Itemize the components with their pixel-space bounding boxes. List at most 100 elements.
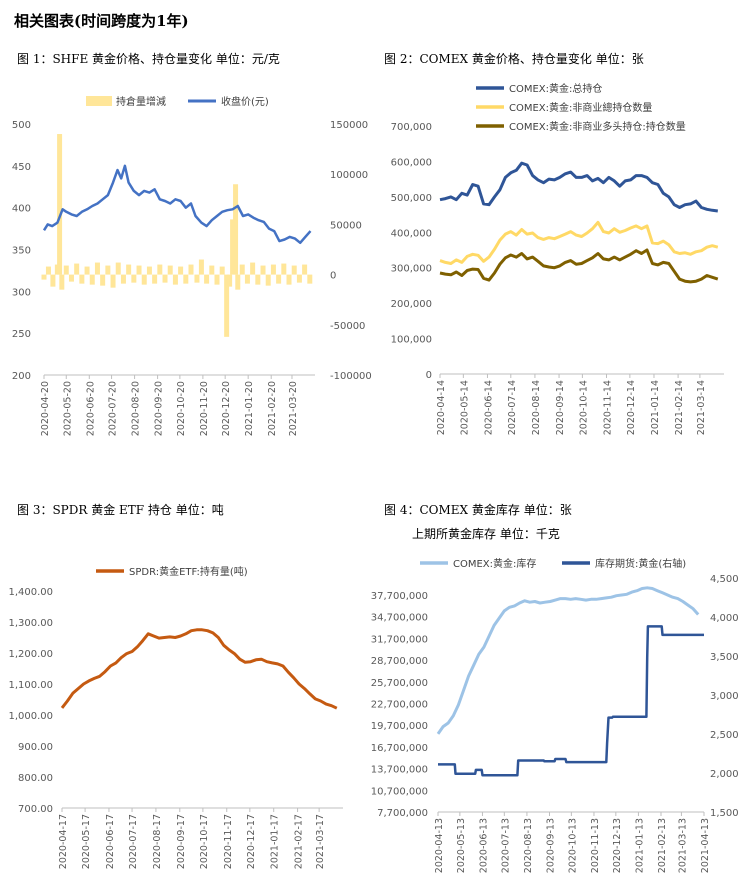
chart2-y-tick-1: 600,000 — [391, 157, 432, 168]
chart4-yleft-tick-2: 31,700,000 — [371, 634, 428, 645]
chart1-bar-27 — [172, 274, 178, 285]
chart1-bar-2 — [50, 274, 56, 287]
chart4-yright-tick-2: 3,500 — [710, 652, 739, 663]
chart1-xtick-9: 2021-01-20 — [244, 381, 255, 436]
chart1-bar-0 — [41, 274, 47, 280]
chart1-bar-48 — [270, 264, 276, 275]
chart3-y-tick-4: 1,000.00 — [8, 711, 53, 722]
chart1-xtick-10: 2021-02-20 — [267, 381, 278, 436]
chart1-bar-49 — [276, 274, 282, 284]
chart4-xtick-6: 2020-10-13 — [567, 818, 578, 873]
chart1-bar-34 — [209, 265, 215, 275]
chart4-subcaption: 上期所黄金库存 单位：千克 — [412, 527, 560, 541]
chart2-y-tick-7: 0 — [426, 370, 432, 381]
chart2-y-tick-2: 500,000 — [391, 193, 432, 204]
chart1-bar-50 — [281, 263, 287, 275]
chart3-xtick-11: 2021-03-17 — [315, 814, 326, 869]
chart1-bar-24 — [157, 264, 163, 275]
chart3-xtick-1: 2020-05-17 — [81, 814, 92, 869]
chart1-yleft-tick-1: 450 — [12, 162, 31, 173]
chart1-bar-8 — [74, 263, 80, 275]
chart3-xtick-5: 2020-09-17 — [176, 814, 187, 869]
chart1-xtick-3: 2020-07-20 — [108, 381, 119, 436]
chart1-bar-9 — [79, 274, 85, 284]
chart4-xtick-1: 2020-05-13 — [456, 818, 467, 873]
chart4-xtick-3: 2020-07-13 — [500, 818, 511, 873]
chart3-xtick-4: 2020-08-17 — [152, 814, 163, 869]
chart2-caption: 图 2：COMEX 黄金价格、持仓量变化 单位：张 — [384, 52, 644, 66]
chart1-bar-35 — [214, 274, 220, 285]
chart1-bar-31 — [194, 274, 200, 283]
chart4-yleft-tick-8: 13,700,000 — [371, 765, 428, 776]
chart1-bar-55 — [307, 274, 313, 284]
chart1-bar-14 — [105, 265, 111, 275]
chart4-caption: 图 4：COMEX 黄金库存 单位：张 — [384, 503, 572, 517]
chart4-yright-tick-0: 4,500 — [710, 574, 739, 585]
chart3-series-spdr-holdings — [60, 628, 338, 710]
chart1-legend-bar-swatch — [86, 96, 112, 106]
chart4-yleft-tick-5: 22,700,000 — [371, 700, 428, 711]
chart1-yleft-tick-6: 200 — [12, 371, 31, 382]
chart1-bar-15 — [110, 274, 116, 288]
chart1-bar-37 — [224, 274, 230, 337]
chart1-bar-18 — [126, 264, 132, 275]
chart3-xtick-7: 2020-11-17 — [223, 814, 234, 869]
chart1-bar-25 — [162, 274, 168, 283]
chart1-yright-tick-3: 0 — [330, 271, 336, 282]
chart2-y-tick-3: 400,000 — [391, 228, 432, 239]
chart1-bar-30 — [188, 264, 194, 275]
chart2-legend-0: COMEX:黄金:总持仓 — [509, 82, 602, 95]
chart2-xtick-6: 2020-10-14 — [578, 380, 589, 435]
chart3-xtick-9: 2021-01-17 — [270, 814, 281, 869]
chart1-series-close-price — [42, 164, 312, 245]
chart2-xtick-11: 2021-03-14 — [696, 380, 707, 435]
chart1-bar-28 — [178, 266, 184, 275]
chart1-bar-51 — [286, 274, 292, 285]
chart3-y-tick-7: 700.00 — [18, 804, 53, 815]
chart1-yleft-tick-3: 350 — [12, 246, 31, 257]
chart1-xtick-6: 2020-10-20 — [176, 381, 187, 436]
chart4-xtick-7: 2020-11-13 — [590, 818, 601, 873]
chart1-bar-33 — [204, 274, 210, 284]
chart2-y-tick-6: 100,000 — [391, 335, 432, 346]
chart2-xtick-9: 2021-01-14 — [650, 380, 661, 435]
chart2-xtick-5: 2020-09-14 — [555, 380, 566, 435]
chart3-legend-0: SPDR:黄金ETF:持有量(吨) — [129, 565, 248, 578]
chart1-bar-10 — [84, 266, 90, 275]
chart2-xtick-7: 2020-11-14 — [603, 380, 614, 435]
chart1-bar-43 — [244, 274, 250, 284]
chart3-y-tick-6: 800.00 — [18, 773, 53, 784]
chart1-legend-bar: 持倉量增減 — [116, 95, 166, 108]
chart2-y-tick-5: 200,000 — [391, 299, 432, 310]
chart3-xtick-6: 2020-10-17 — [199, 814, 210, 869]
chart1-xtick-1: 2020-05-20 — [62, 381, 73, 436]
chart2-series-noncomm-total — [439, 220, 719, 265]
chart3-y-tick-5: 900.00 — [18, 742, 53, 753]
chart4-xtick-0: 2020-04-13 — [434, 818, 445, 873]
chart1-bar-23 — [152, 274, 158, 284]
chart4-yright-tick-1: 4,000 — [710, 613, 739, 624]
chart1-bar-7 — [68, 274, 74, 282]
chart2-xtick-8: 2020-12-14 — [626, 380, 637, 435]
chart1-caption: 图 1：SHFE 黄金价格、持仓量变化 单位：元/克 — [17, 52, 280, 66]
chart1-yleft-tick-2: 400 — [12, 204, 31, 215]
chart1-bar-13 — [100, 274, 106, 286]
chart4-xtick-12: 2021-04-13 — [700, 818, 711, 873]
chart3-xtick-3: 2020-07-17 — [128, 814, 139, 869]
chart1-bar-26 — [167, 265, 173, 275]
chart1-bar-52 — [291, 265, 297, 275]
chart1-bar-29 — [183, 274, 189, 284]
chart4-legend-1: 库存期货:黄金(右轴) — [595, 557, 686, 570]
chart2-xtick-2: 2020-06-14 — [483, 380, 494, 435]
chart2-y-tick-4: 300,000 — [391, 264, 432, 275]
chart1-yright-tick-1: 100000 — [330, 170, 368, 181]
chart3-xtick-10: 2021-02-17 — [294, 814, 305, 869]
chart4-xtick-2: 2020-06-13 — [478, 818, 489, 873]
chart2-legend-2: COMEX:黄金:非商业多头持仓:持仓数量 — [509, 120, 686, 133]
chart1-bar-41 — [235, 274, 241, 290]
chart1-yright-tick-4: -50000 — [330, 321, 365, 332]
chart1-yleft-tick-4: 300 — [12, 287, 31, 298]
chart4-yleft-tick-10: 7,700,000 — [377, 808, 428, 819]
chart1-xtick-5: 2020-09-20 — [154, 381, 165, 436]
